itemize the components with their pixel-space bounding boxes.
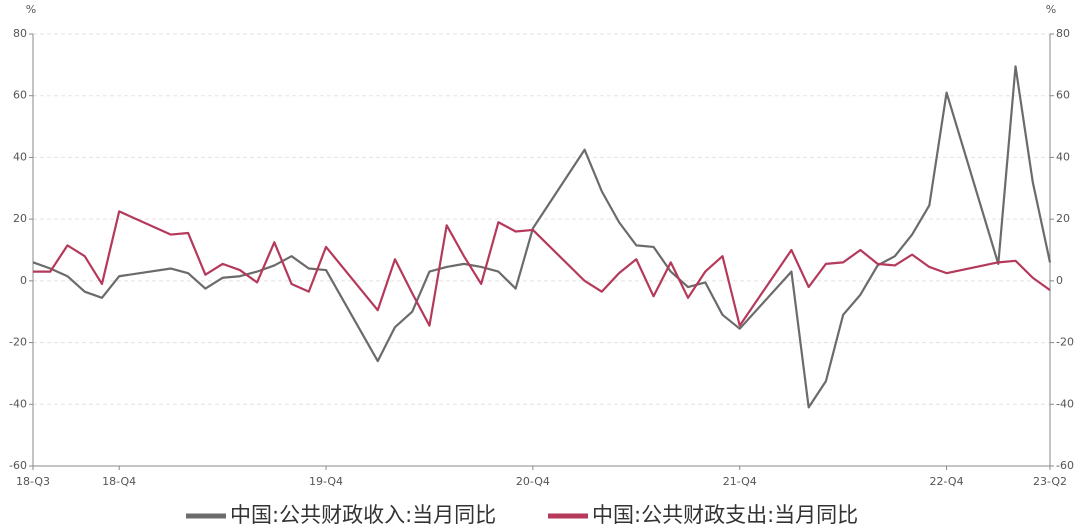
x-tick-label: 23-Q2 (1033, 475, 1067, 488)
y-tick-label: 80 (13, 27, 27, 40)
y2-tick-label: 20 (1056, 212, 1070, 225)
y-tick-label: 60 (13, 89, 27, 102)
y-tick-label: 0 (20, 274, 27, 287)
legend-label: 中国:公共财政支出:当月同比 (592, 503, 858, 527)
series-line (32, 65, 1052, 409)
y-unit: % (26, 3, 36, 16)
x-tick-label: 20-Q4 (516, 475, 550, 488)
y2-unit: % (1046, 3, 1056, 16)
y2-tick-label: 0 (1056, 274, 1063, 287)
y-tick-label: 20 (13, 212, 27, 225)
y-tick-label: -20 (9, 336, 27, 349)
legend-label: 中国:公共财政收入:当月同比 (230, 503, 496, 527)
y2-tick-label: 60 (1056, 89, 1070, 102)
y-tick-label: -40 (9, 397, 27, 410)
y-tick-label: -60 (9, 459, 27, 472)
y2-tick-label: -20 (1056, 336, 1074, 349)
y2-tick-label: -40 (1056, 397, 1074, 410)
y2-tick-label: 40 (1056, 150, 1070, 163)
x-tick-label: 18-Q4 (102, 475, 136, 488)
x-tick-label: 22-Q4 (930, 475, 964, 488)
x-tick-label: 19-Q4 (309, 475, 343, 488)
x-tick-label: 18-Q3 (16, 475, 50, 488)
y-tick-label: 40 (13, 150, 27, 163)
x-tick-label: 21-Q4 (723, 475, 757, 488)
y2-tick-label: 80 (1056, 27, 1070, 40)
series-line (33, 210, 1051, 327)
y2-tick-label: -60 (1056, 459, 1074, 472)
